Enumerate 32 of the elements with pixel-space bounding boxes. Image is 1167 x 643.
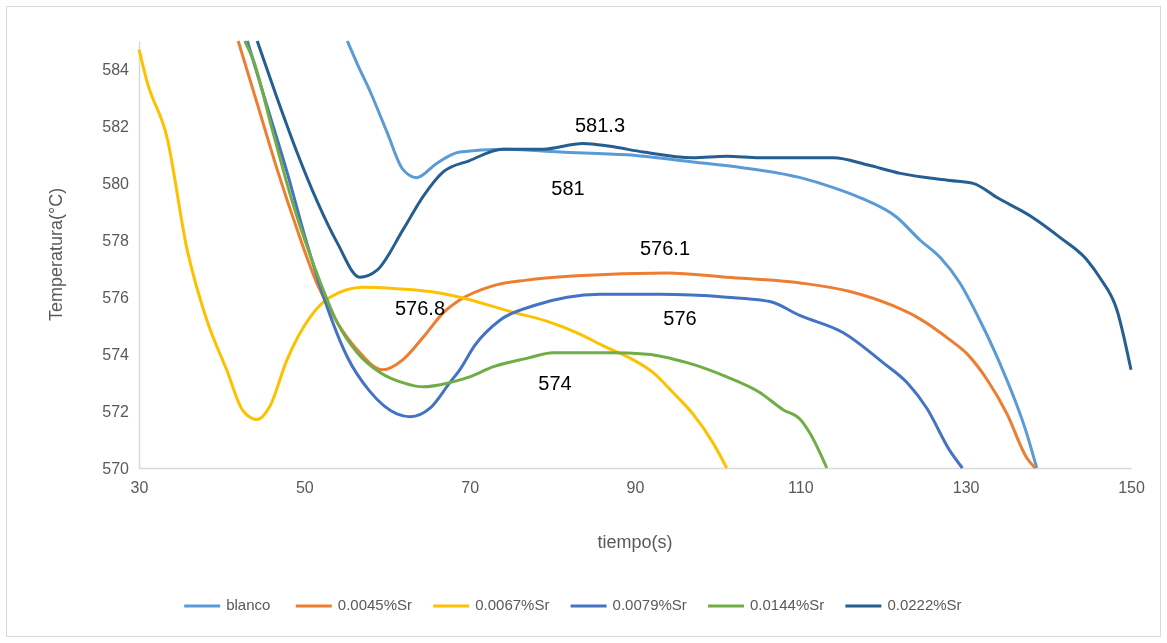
x-tick-label: 50 bbox=[295, 479, 314, 497]
annotation: 576 bbox=[663, 307, 697, 330]
legend-label: 0.0067%Sr bbox=[475, 595, 550, 613]
line-series bbox=[255, 39, 1133, 372]
annotation: 581 bbox=[551, 177, 585, 200]
y-tick-label: 570 bbox=[102, 459, 130, 477]
y-tick-label: 582 bbox=[102, 118, 130, 136]
y-tick-label: 580 bbox=[102, 174, 130, 192]
y-tick-label: 584 bbox=[102, 61, 130, 79]
legend-label: 0.0144%Sr bbox=[750, 595, 825, 613]
legend-label: 0.0222%Sr bbox=[887, 595, 962, 613]
x-tick-label: 70 bbox=[461, 479, 480, 497]
x-axis-title: tiempo(s) bbox=[597, 532, 673, 552]
line-series bbox=[137, 48, 729, 470]
annotation: 576.8 bbox=[394, 297, 446, 320]
legend-label: 0.0079%Sr bbox=[612, 595, 687, 613]
annotation: 581.3 bbox=[574, 114, 626, 137]
y-tick-label: 574 bbox=[102, 345, 130, 363]
y-axis-title: Temperatura(°C) bbox=[46, 187, 66, 322]
x-tick-label: 130 bbox=[952, 479, 980, 497]
legend-label: 0.0045%Sr bbox=[337, 595, 413, 613]
x-tick-label: 150 bbox=[1118, 479, 1145, 497]
legend-label: blanco bbox=[226, 595, 271, 613]
y-tick-label: 572 bbox=[102, 402, 130, 420]
x-tick-label: 30 bbox=[130, 479, 149, 497]
x-tick-label: 90 bbox=[626, 479, 645, 497]
y-tick-label: 576 bbox=[102, 288, 130, 306]
annotation: 576.1 bbox=[639, 237, 691, 260]
y-tick-label: 578 bbox=[102, 231, 130, 249]
line-series bbox=[243, 39, 829, 470]
annotation: 574 bbox=[538, 372, 572, 395]
x-tick-label: 110 bbox=[788, 479, 814, 497]
